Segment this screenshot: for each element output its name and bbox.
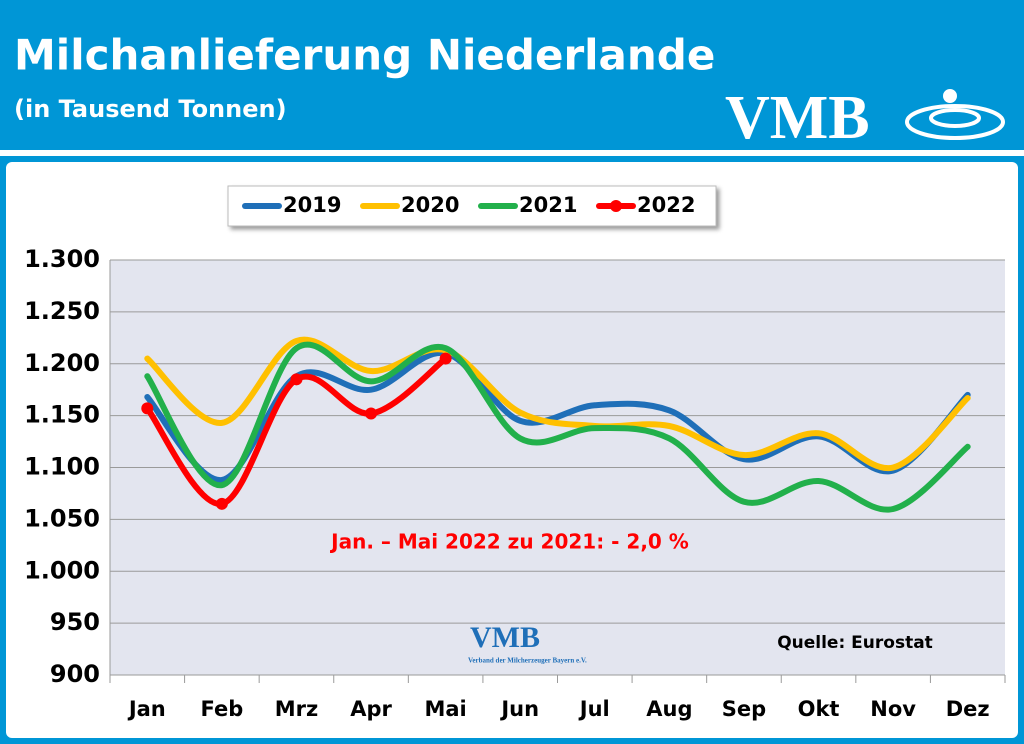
x-tick-label: Mrz bbox=[275, 697, 318, 721]
x-tick-label: Sep bbox=[722, 697, 766, 721]
point-marker bbox=[141, 402, 154, 415]
x-tick-label: Jan bbox=[127, 697, 166, 721]
series-line bbox=[144, 336, 971, 472]
y-tick-label: 1.000 bbox=[24, 556, 100, 584]
point-marker bbox=[365, 407, 378, 420]
series-line bbox=[144, 341, 971, 513]
y-tick-label: 1.050 bbox=[24, 504, 100, 532]
header-gap bbox=[0, 150, 1024, 156]
x-tick-label: Dez bbox=[946, 697, 990, 721]
source: Quelle: Eurostat bbox=[777, 633, 933, 653]
x-tick-label: Mai bbox=[424, 697, 466, 721]
y-tick-label: 1.100 bbox=[24, 453, 100, 481]
point-marker bbox=[215, 497, 228, 510]
x-tick-label: Apr bbox=[350, 697, 392, 721]
x-tick-label: Okt bbox=[798, 697, 840, 721]
plot-logo: VMB bbox=[470, 621, 540, 654]
x-tick-label: Jul bbox=[578, 697, 610, 721]
logo-swoosh bbox=[905, 89, 1005, 140]
point-marker bbox=[290, 373, 303, 386]
y-tick-label: 1.250 bbox=[24, 297, 100, 325]
y-tick-label: 900 bbox=[50, 660, 100, 688]
legend-marker bbox=[610, 200, 622, 212]
chart-subtitle: (in Tausend Tonnen) bbox=[14, 95, 287, 123]
x-tick-label: Aug bbox=[646, 697, 692, 721]
legend-label: 2019 bbox=[283, 193, 341, 217]
chart-title: Milchanlieferung Niederlande bbox=[14, 31, 715, 80]
x-tick-label: Jun bbox=[499, 697, 539, 721]
y-tick-label: 950 bbox=[50, 608, 100, 636]
x-tick-label: Feb bbox=[200, 697, 243, 721]
logo: VMB bbox=[725, 84, 870, 152]
x-tick-label: Nov bbox=[870, 697, 916, 721]
legend-label: 2020 bbox=[401, 193, 459, 217]
plot-logo-subtitle: Verband der Milcherzeuger Bayern e.V. bbox=[468, 657, 587, 665]
legend-label: 2021 bbox=[519, 193, 577, 217]
point-marker bbox=[439, 352, 452, 365]
annotation: Jan. – Mai 2022 zu 2021: - 2,0 % bbox=[329, 530, 689, 554]
series-line bbox=[144, 355, 449, 507]
y-tick-label: 1.150 bbox=[24, 401, 100, 429]
y-tick-label: 1.300 bbox=[24, 245, 100, 273]
y-tick-label: 1.200 bbox=[24, 349, 100, 377]
legend-label: 2022 bbox=[637, 193, 695, 217]
